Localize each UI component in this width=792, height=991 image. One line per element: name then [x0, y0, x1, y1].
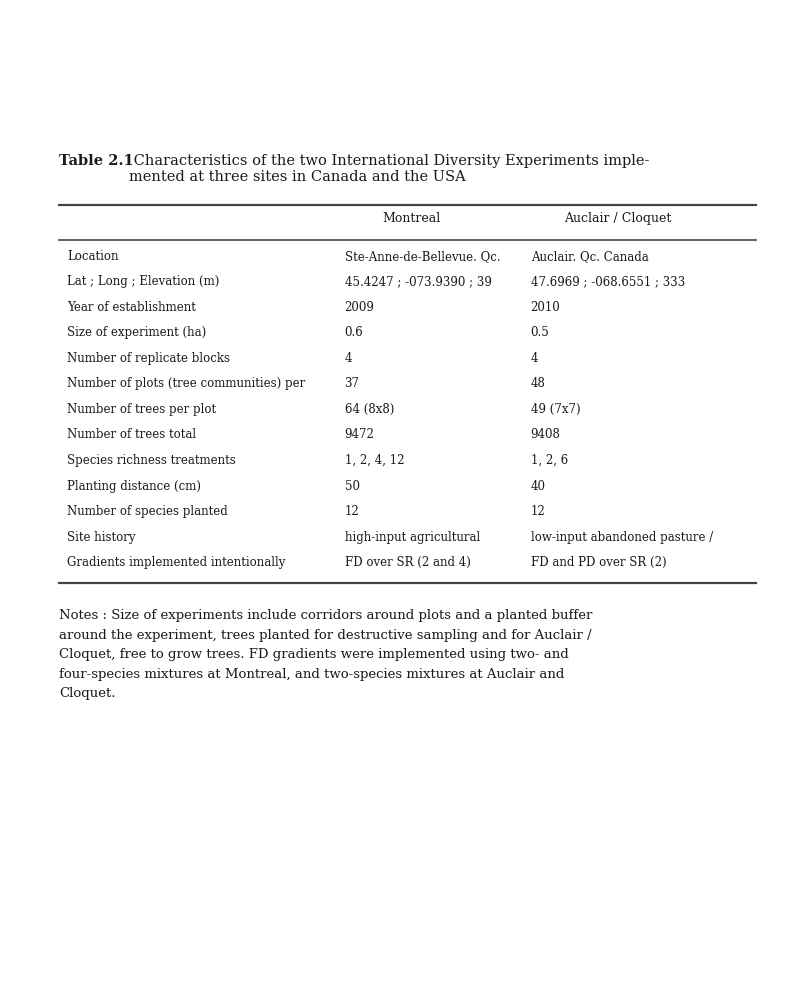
- Text: Planting distance (cm): Planting distance (cm): [67, 480, 201, 493]
- Text: 12: 12: [531, 505, 546, 518]
- Text: 4: 4: [531, 352, 538, 365]
- Text: 47.6969 ; -068.6551 ; 333: 47.6969 ; -068.6551 ; 333: [531, 275, 685, 288]
- Text: Site history: Site history: [67, 530, 135, 544]
- Text: 49 (7x7): 49 (7x7): [531, 403, 581, 416]
- Text: Gradients implemented intentionally: Gradients implemented intentionally: [67, 556, 286, 569]
- Text: Lat ; Long ; Elevation (m): Lat ; Long ; Elevation (m): [67, 275, 219, 288]
- Text: 9472: 9472: [345, 428, 375, 442]
- Text: Montreal: Montreal: [383, 212, 441, 225]
- Text: Ste-Anne-de-Bellevue. Qc.: Ste-Anne-de-Bellevue. Qc.: [345, 250, 500, 263]
- Text: 1, 2, 4, 12: 1, 2, 4, 12: [345, 454, 404, 467]
- Text: FD and PD over SR (2): FD and PD over SR (2): [531, 556, 666, 569]
- Text: 50: 50: [345, 480, 360, 493]
- Text: FD over SR (2 and 4): FD over SR (2 and 4): [345, 556, 470, 569]
- Text: Table 2.1: Table 2.1: [59, 154, 134, 167]
- Text: 2009: 2009: [345, 301, 375, 314]
- Text: Auclair / Cloquet: Auclair / Cloquet: [564, 212, 672, 225]
- Text: 1, 2, 6: 1, 2, 6: [531, 454, 568, 467]
- Text: 0.6: 0.6: [345, 326, 364, 339]
- Text: low-input abandoned pasture /: low-input abandoned pasture /: [531, 530, 713, 544]
- Text: Notes : Size of experiments include corridors around plots and a planted buffer
: Notes : Size of experiments include corr…: [59, 609, 592, 701]
- Text: 2010: 2010: [531, 301, 561, 314]
- Text: 0.5: 0.5: [531, 326, 550, 339]
- Text: Number of replicate blocks: Number of replicate blocks: [67, 352, 230, 365]
- Text: Characteristics of the two International Diversity Experiments imple-
mented at : Characteristics of the two International…: [129, 154, 649, 183]
- Text: Location: Location: [67, 250, 119, 263]
- Text: 9408: 9408: [531, 428, 561, 442]
- Text: Number of trees per plot: Number of trees per plot: [67, 403, 216, 416]
- Text: Species richness treatments: Species richness treatments: [67, 454, 236, 467]
- Text: Auclair. Qc. Canada: Auclair. Qc. Canada: [531, 250, 649, 263]
- Text: 4: 4: [345, 352, 352, 365]
- Text: Year of establishment: Year of establishment: [67, 301, 196, 314]
- Text: Number of species planted: Number of species planted: [67, 505, 228, 518]
- Text: Size of experiment (ha): Size of experiment (ha): [67, 326, 207, 339]
- Text: 64 (8x8): 64 (8x8): [345, 403, 394, 416]
- Text: Number of trees total: Number of trees total: [67, 428, 196, 442]
- Text: Number of plots (tree communities) per: Number of plots (tree communities) per: [67, 378, 306, 390]
- Text: 40: 40: [531, 480, 546, 493]
- Text: 12: 12: [345, 505, 360, 518]
- Text: 37: 37: [345, 378, 360, 390]
- Text: high-input agricultural: high-input agricultural: [345, 530, 480, 544]
- Text: 48: 48: [531, 378, 546, 390]
- Text: 45.4247 ; -073.9390 ; 39: 45.4247 ; -073.9390 ; 39: [345, 275, 491, 288]
